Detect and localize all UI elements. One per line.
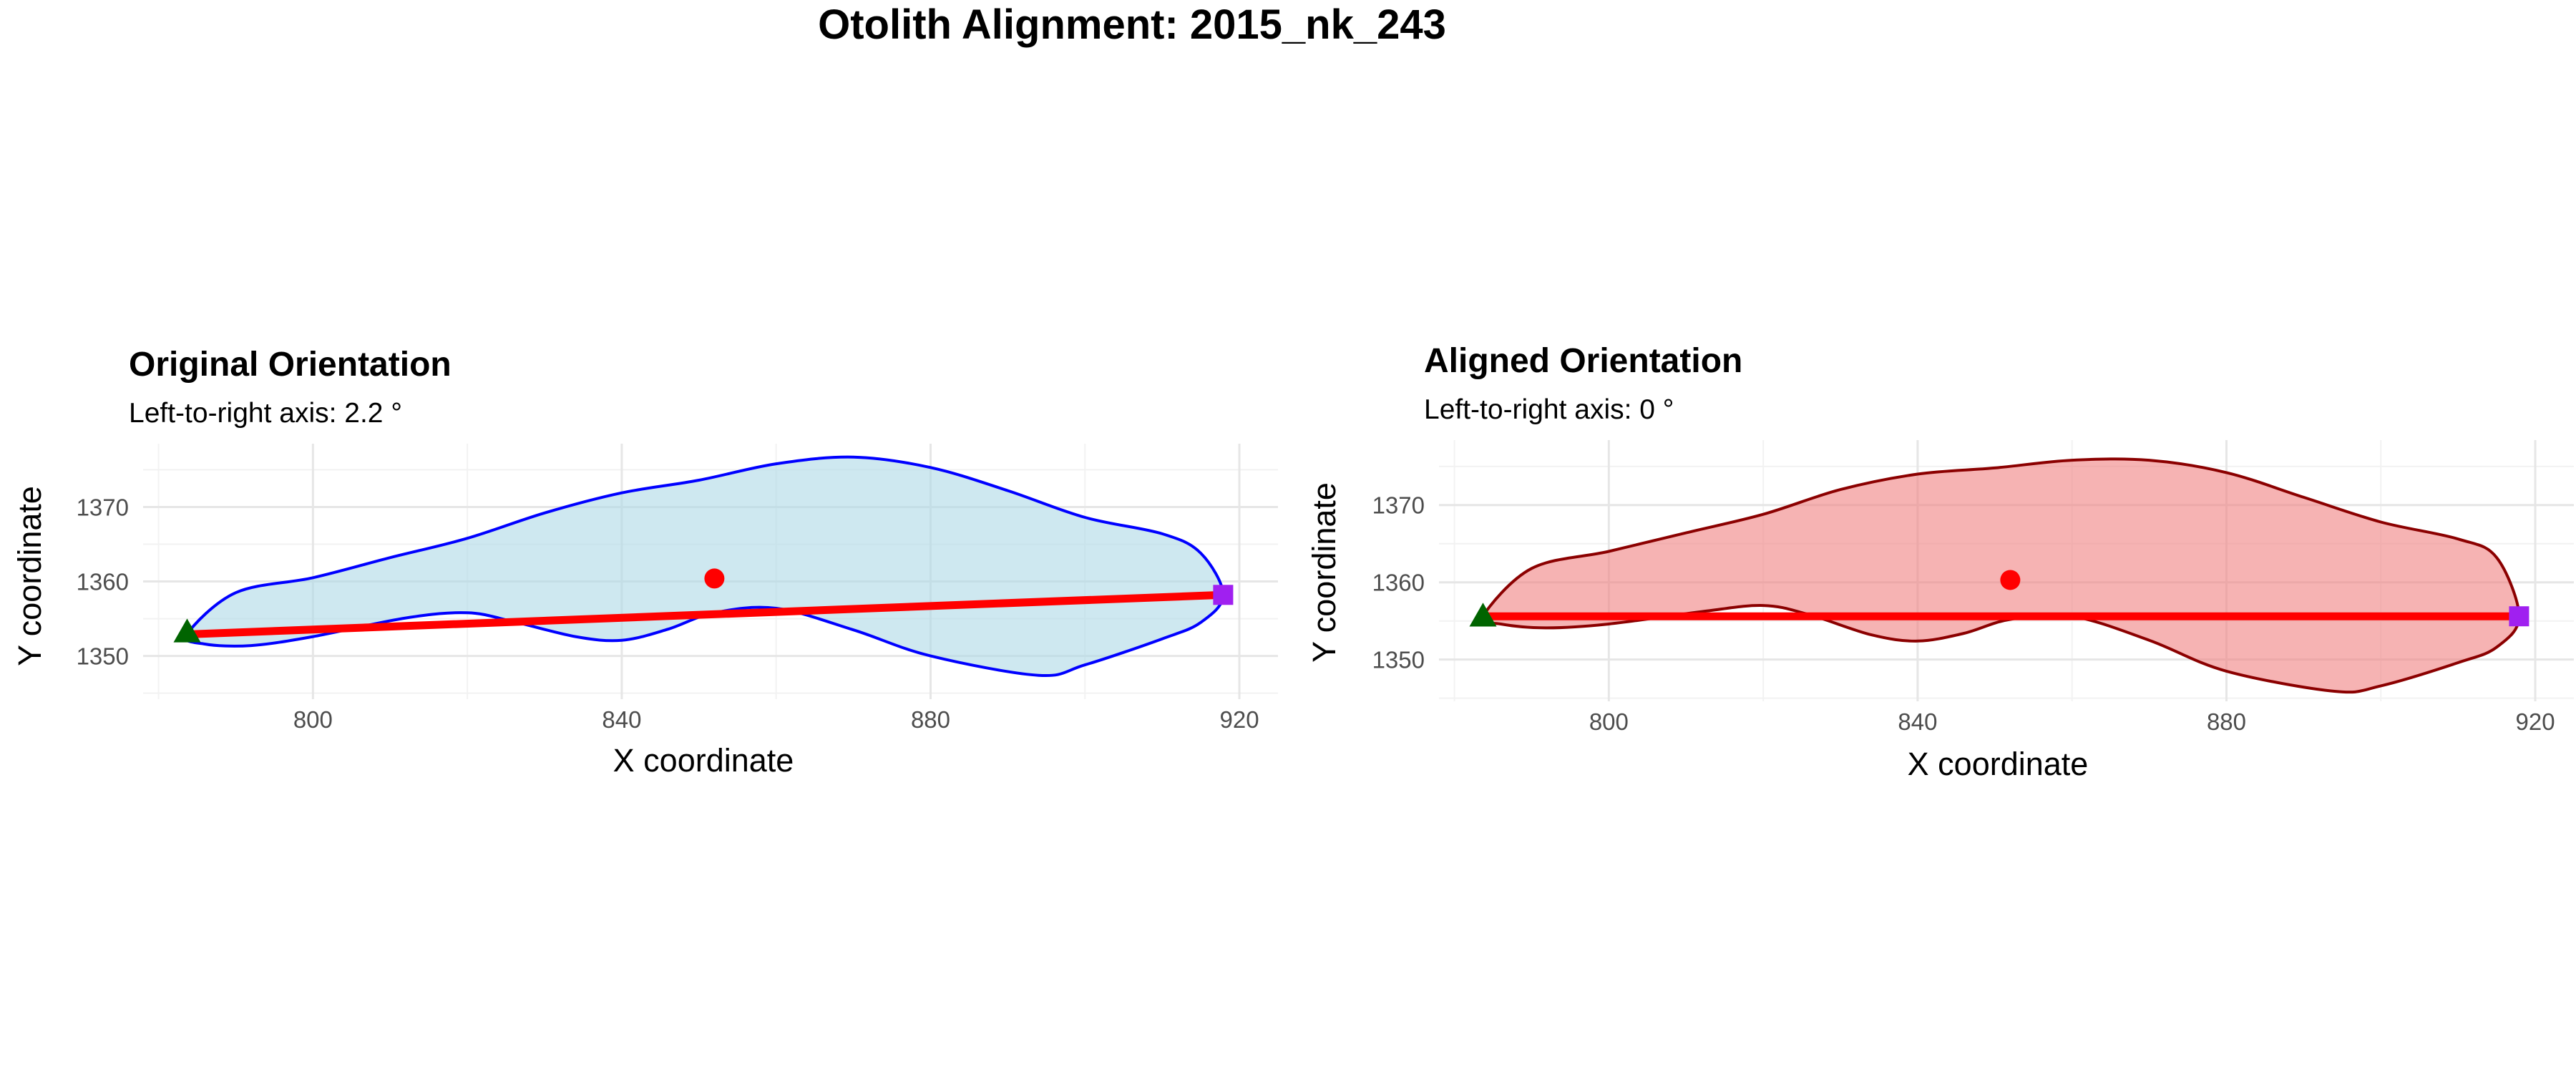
otolith-outline [184,455,1225,678]
leftmost-point-triangle [173,618,201,643]
axis-ticks: 800 840 880 920 1350 1360 1370 [1372,492,2555,735]
rightmost-point-square [1213,585,1234,605]
y-tick-label: 1360 [77,569,129,595]
panel-title: Original Orientation [129,346,452,384]
x-axis-title: X coordinate [613,742,794,779]
y-tick-label: 1370 [77,494,129,520]
y-tick-label: 1350 [77,643,129,670]
axis-ticks: 800 840 880 920 1350 1360 1370 [77,494,1259,733]
x-tick-label: 880 [911,706,950,733]
y-tick-label: 1350 [1372,647,1425,673]
aligned-orientation-panel: Aligned Orientation Left-to-right axis: … [1306,342,2574,782]
x-tick-label: 840 [602,706,641,733]
otolith-outline [1480,457,2521,694]
x-tick-label: 800 [293,706,333,733]
centroid-point [704,568,725,589]
left-to-right-axis-line [187,590,1224,638]
original-orientation-panel: Original Orientation Left-to-right axis:… [11,346,1278,779]
plot-marks [173,455,1234,678]
panel-subtitle: Left-to-right axis: 0 ° [1424,394,1674,425]
panel-title: Aligned Orientation [1424,342,1742,380]
x-tick-label: 920 [1220,706,1259,733]
plot-marks [1469,457,2529,694]
x-tick-label: 840 [1898,708,1937,735]
leftmost-point-triangle [1469,603,1497,627]
x-tick-label: 920 [2516,708,2555,735]
figure-title: Otolith Alignment: 2015_nk_243 [818,1,1446,48]
x-tick-label: 880 [2207,708,2246,735]
rightmost-point-square [2509,606,2529,627]
y-axis-title: Y coordinate [1306,482,1342,663]
centroid-point [2000,570,2021,590]
x-axis-title: X coordinate [1908,746,2089,782]
y-tick-label: 1370 [1372,492,1425,519]
x-tick-label: 800 [1589,708,1629,735]
panel-subtitle: Left-to-right axis: 2.2 ° [129,398,402,429]
y-tick-label: 1360 [1372,570,1425,596]
y-axis-title: Y coordinate [11,486,48,666]
